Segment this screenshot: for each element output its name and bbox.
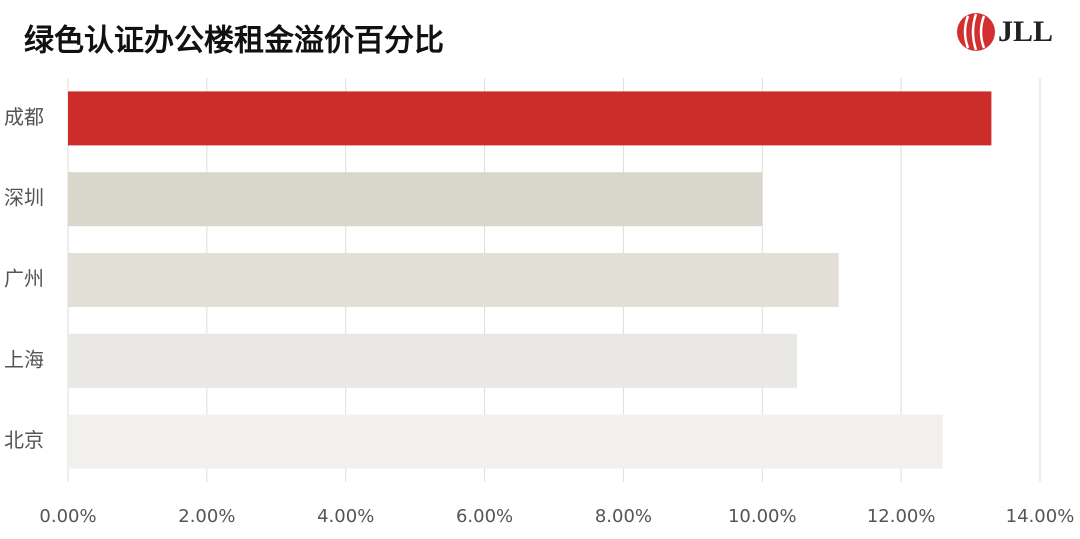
x-tick-label: 14.00% [1006,506,1075,527]
x-tick-label: 12.00% [867,506,936,527]
y-tick-label: 成都 [4,105,44,129]
y-tick-label: 广州 [4,267,44,291]
bar [68,172,763,227]
y-tick-label: 深圳 [4,186,44,210]
y-tick-label: 上海 [4,347,44,371]
bar [68,333,797,388]
chart-title: 绿色认证办公楼租金溢价百分比 [24,24,444,59]
y-tick-label: 北京 [4,428,44,452]
x-tick-label: 6.00% [456,506,513,527]
bar [68,253,839,307]
x-tick-label: 4.00% [317,506,374,527]
x-tick-label: 8.00% [595,506,652,527]
x-tick-label: 2.00% [178,506,235,527]
bar [68,91,992,146]
x-tick-label: 0.00% [39,506,96,527]
bar [68,414,943,469]
logo-icon [957,13,995,51]
x-tick-label: 10.00% [728,506,797,527]
logo-text: JLL [998,15,1053,48]
